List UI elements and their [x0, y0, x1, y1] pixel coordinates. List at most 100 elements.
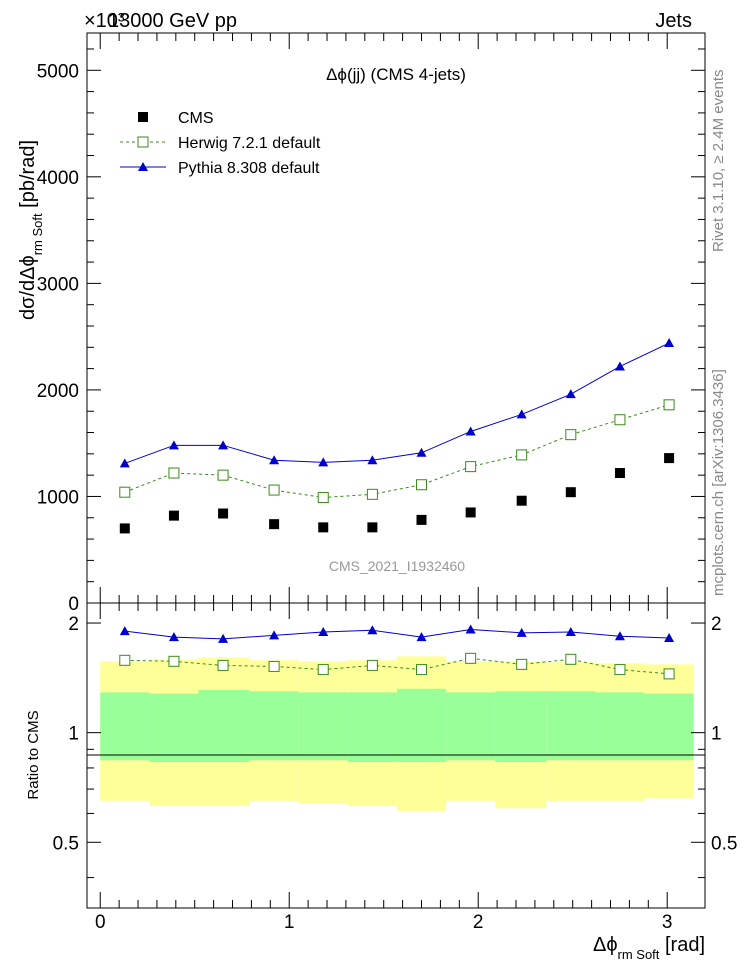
- herwig-point: [217, 469, 229, 481]
- ratio-x-tick-label: 2: [473, 912, 484, 933]
- pythia-ratio-point: [367, 625, 378, 635]
- herwig-point: [317, 492, 329, 504]
- cms-point: [516, 495, 527, 506]
- cms-point: [465, 507, 476, 518]
- legend-pythia-label: Pythia 8.308 default: [178, 160, 320, 177]
- inner-band-bin: [495, 691, 547, 763]
- cms-point: [119, 523, 130, 534]
- process-label: Jets: [655, 10, 692, 32]
- legend-cms-label: CMS: [178, 110, 214, 127]
- main-series: [119, 338, 675, 534]
- herwig-line: [124, 404, 670, 499]
- inner-band-bin: [100, 692, 150, 761]
- herwig-ratio-line: [124, 657, 670, 675]
- legend: CMS Herwig 7.2.1 default Pythia 8.308 de…: [120, 110, 321, 177]
- ratio-y-tick-label-left: 2: [68, 614, 79, 635]
- herwig-point: [416, 479, 428, 491]
- pythia-ratio-point: [416, 632, 427, 642]
- cms-point: [318, 522, 329, 533]
- herwig-ratio-point: [217, 659, 229, 671]
- ratio-series: [119, 624, 675, 680]
- pythia-ratio-point: [269, 630, 280, 640]
- pythia-point: [119, 458, 130, 468]
- cms-point: [218, 508, 229, 519]
- ratio-y-tick-label-right: 1: [711, 724, 722, 745]
- pythia-ratio-point: [565, 626, 576, 636]
- pythia-point: [218, 440, 229, 450]
- ratio-x-tick-label: 3: [662, 912, 673, 933]
- main-y-tick-label: 5000: [37, 61, 79, 82]
- main-axis-ticks: 0 1000 2000 3000 4000 5000: [37, 33, 705, 615]
- exponent-label: ×10³: [84, 10, 125, 32]
- herwig-point: [565, 429, 577, 441]
- ratio-frame: [86, 602, 706, 909]
- pythia-point: [367, 455, 378, 465]
- inner-band-bin: [298, 692, 348, 761]
- cms-point: [664, 453, 675, 464]
- pythia-point: [318, 457, 329, 467]
- herwig-ratio-point: [268, 660, 280, 672]
- legend-herwig-label: Herwig 7.2.1 default: [178, 135, 321, 152]
- inner-band-bin: [149, 693, 199, 763]
- energy-label: 13000 GeV pp: [108, 10, 237, 32]
- pythia-point: [516, 409, 527, 419]
- herwig-point: [268, 484, 280, 496]
- pythia-ratio-point: [318, 626, 329, 636]
- inner-band-bin: [198, 689, 250, 763]
- ratio-x-tick-label: 1: [284, 912, 295, 933]
- ratio-axis-ticks: 0.5 0.5 1 1 2 2 0 1 2 3: [53, 603, 737, 933]
- pythia-point: [614, 361, 625, 371]
- pythia-point: [168, 440, 179, 450]
- herwig-ratio-point: [565, 653, 577, 665]
- cms-point: [367, 522, 378, 533]
- ratio-y-tick-label-right: 0.5: [711, 833, 737, 854]
- pythia-point: [664, 338, 675, 348]
- herwig-ratio-point: [317, 664, 329, 676]
- ratio-y-axis-label: Ratio to CMS: [25, 710, 42, 799]
- legend-cms-marker: [138, 112, 148, 122]
- main-title: Δϕ(jj) (CMS 4-jets): [326, 65, 466, 84]
- pythia-line: [124, 342, 670, 464]
- pythia-point: [416, 447, 427, 457]
- ratio-bands: [100, 656, 694, 811]
- inner-band-bin: [396, 688, 447, 763]
- ratio-y-tick-label-left: 1: [68, 724, 79, 745]
- inner-band-bin: [347, 692, 397, 763]
- cms-point: [269, 519, 280, 530]
- herwig-ratio-point: [465, 652, 477, 664]
- herwig-ratio-point: [168, 655, 180, 667]
- pythia-ratio-point: [465, 624, 476, 634]
- inner-band-bin: [644, 693, 694, 761]
- pythia-ratio-point: [168, 632, 179, 642]
- pythia-point: [465, 426, 476, 436]
- pythia-ratio-point: [119, 626, 130, 636]
- inner-band-bin: [446, 692, 496, 761]
- pythia-ratio-point: [516, 627, 527, 637]
- main-y-tick-label: 1000: [37, 487, 79, 508]
- pythia-point: [269, 455, 280, 465]
- legend-pythia-marker: [138, 162, 148, 171]
- herwig-ratio-point: [663, 668, 675, 680]
- herwig-point: [663, 399, 675, 411]
- herwig-point: [465, 461, 477, 473]
- ratio-y-tick-label-right: 2: [711, 614, 722, 635]
- herwig-point: [614, 414, 626, 426]
- main-y-tick-label: 4000: [37, 168, 79, 189]
- herwig-ratio-point: [119, 654, 131, 666]
- cms-point: [565, 487, 576, 498]
- pythia-point: [565, 389, 576, 399]
- legend-herwig-marker: [137, 136, 149, 148]
- pythia-ratio-line: [124, 628, 670, 640]
- ratio-y-tick-label-left: 0.5: [53, 833, 79, 854]
- ratio-x-tick-label: 0: [95, 912, 106, 933]
- main-panel: 0 1000 2000 3000 4000 5000 Δϕ(jj) (CMS 4-jets…: [17, 32, 706, 615]
- inner-band-bin: [546, 691, 596, 761]
- herwig-point: [366, 488, 378, 500]
- herwig-point: [516, 449, 528, 461]
- rivet-label: Rivet 3.1.10, ≥ 2.4M events: [710, 70, 727, 253]
- mcplots-label: mcplots.cern.ch [arXiv:1306.3436]: [710, 369, 727, 596]
- herwig-ratio-point: [366, 659, 378, 671]
- pythia-ratio-point: [218, 633, 229, 643]
- cms-point: [168, 510, 179, 521]
